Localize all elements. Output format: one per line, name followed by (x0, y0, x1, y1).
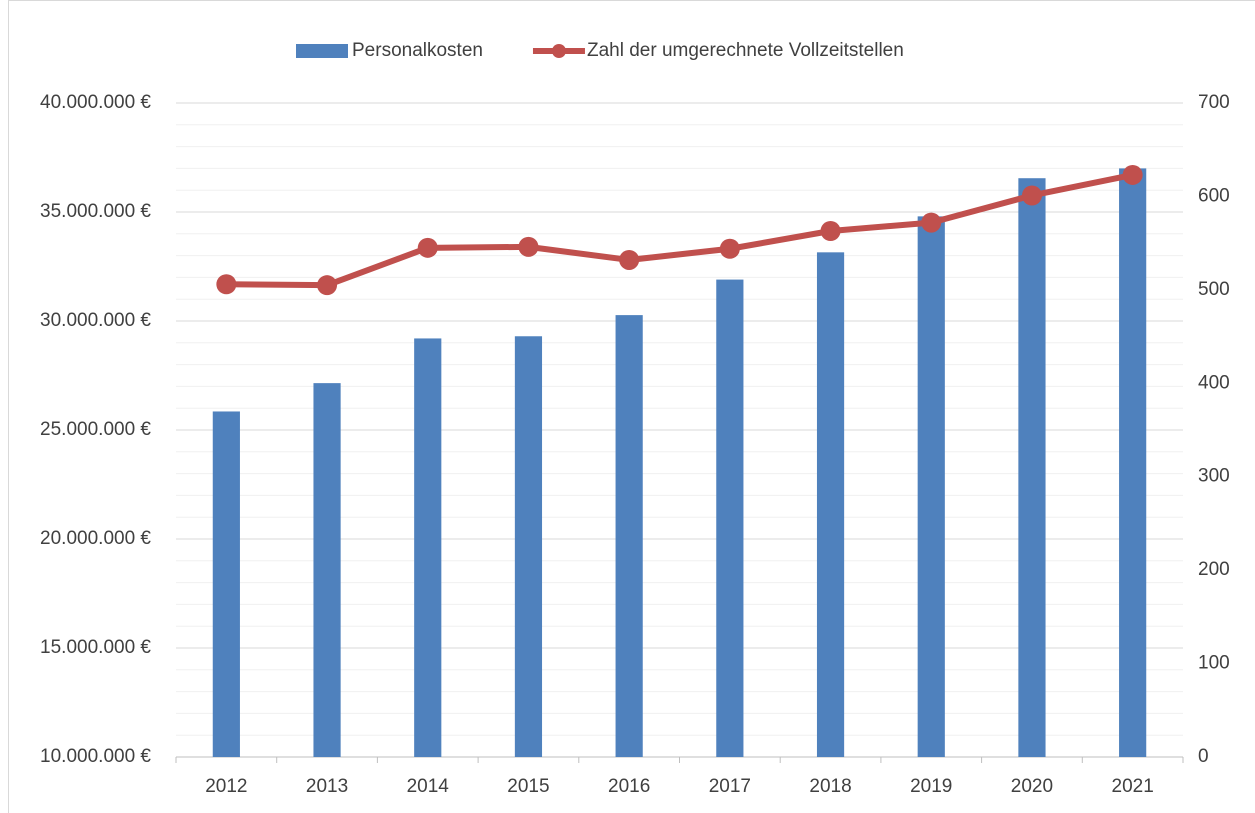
line-marker (619, 249, 640, 270)
y2-tick-label: 400 (1198, 372, 1230, 393)
bar (716, 279, 744, 757)
y2-tick-label: 300 (1198, 466, 1230, 487)
line-marker (518, 236, 539, 257)
y2-tick-label: 200 (1198, 559, 1230, 580)
x-tick-label: 2014 (407, 776, 450, 797)
legend-label: Zahl der umgerechnete Vollzeitstellen (587, 40, 904, 61)
bar (917, 216, 945, 758)
y2-tick-label: 500 (1198, 279, 1230, 300)
line-marker (719, 238, 740, 259)
y-tick-label: 10.000.000 € (40, 746, 151, 767)
y-tick-label: 20.000.000 € (40, 528, 151, 549)
x-tick-label: 2021 (1112, 776, 1154, 797)
bar (1018, 178, 1046, 757)
y2-tick-label: 100 (1198, 653, 1230, 674)
line-marker (1021, 185, 1042, 206)
bar (313, 383, 341, 757)
x-tick-label: 2015 (507, 776, 549, 797)
line-marker (921, 212, 942, 233)
bar (514, 336, 543, 757)
y2-tick-label: 600 (1198, 185, 1230, 206)
y2-tick-label: 700 (1198, 92, 1230, 113)
x-tick-label: 2020 (1011, 776, 1053, 797)
y-tick-label: 35.000.000 € (40, 201, 151, 222)
x-tick-label: 2017 (709, 776, 751, 797)
line (226, 172, 1134, 289)
x-tick-label: 2013 (306, 776, 348, 797)
line-marker (417, 237, 438, 258)
y-tick-label: 25.000.000 € (40, 419, 151, 440)
y2-tick-label: 0 (1198, 746, 1209, 767)
line-marker (820, 220, 841, 241)
x-tick-label: 2012 (205, 776, 247, 797)
bar (212, 411, 240, 757)
x-tick-label: 2019 (910, 776, 952, 797)
y-tick-label: 15.000.000 € (40, 637, 151, 658)
bar (615, 315, 643, 757)
line-marker (216, 274, 237, 295)
line-marker (317, 275, 338, 296)
legend-label: Personalkosten (352, 40, 483, 61)
bar (816, 252, 845, 757)
bar (414, 338, 442, 757)
y-tick-label: 40.000.000 € (40, 92, 151, 113)
x-tick-label: 2018 (809, 776, 851, 797)
x-tick-label: 2016 (608, 776, 650, 797)
legend-swatch (551, 44, 566, 58)
y-tick-label: 30.000.000 € (40, 310, 151, 331)
legend-swatch (296, 44, 348, 58)
bar (1119, 168, 1147, 757)
line-marker (1122, 164, 1143, 185)
